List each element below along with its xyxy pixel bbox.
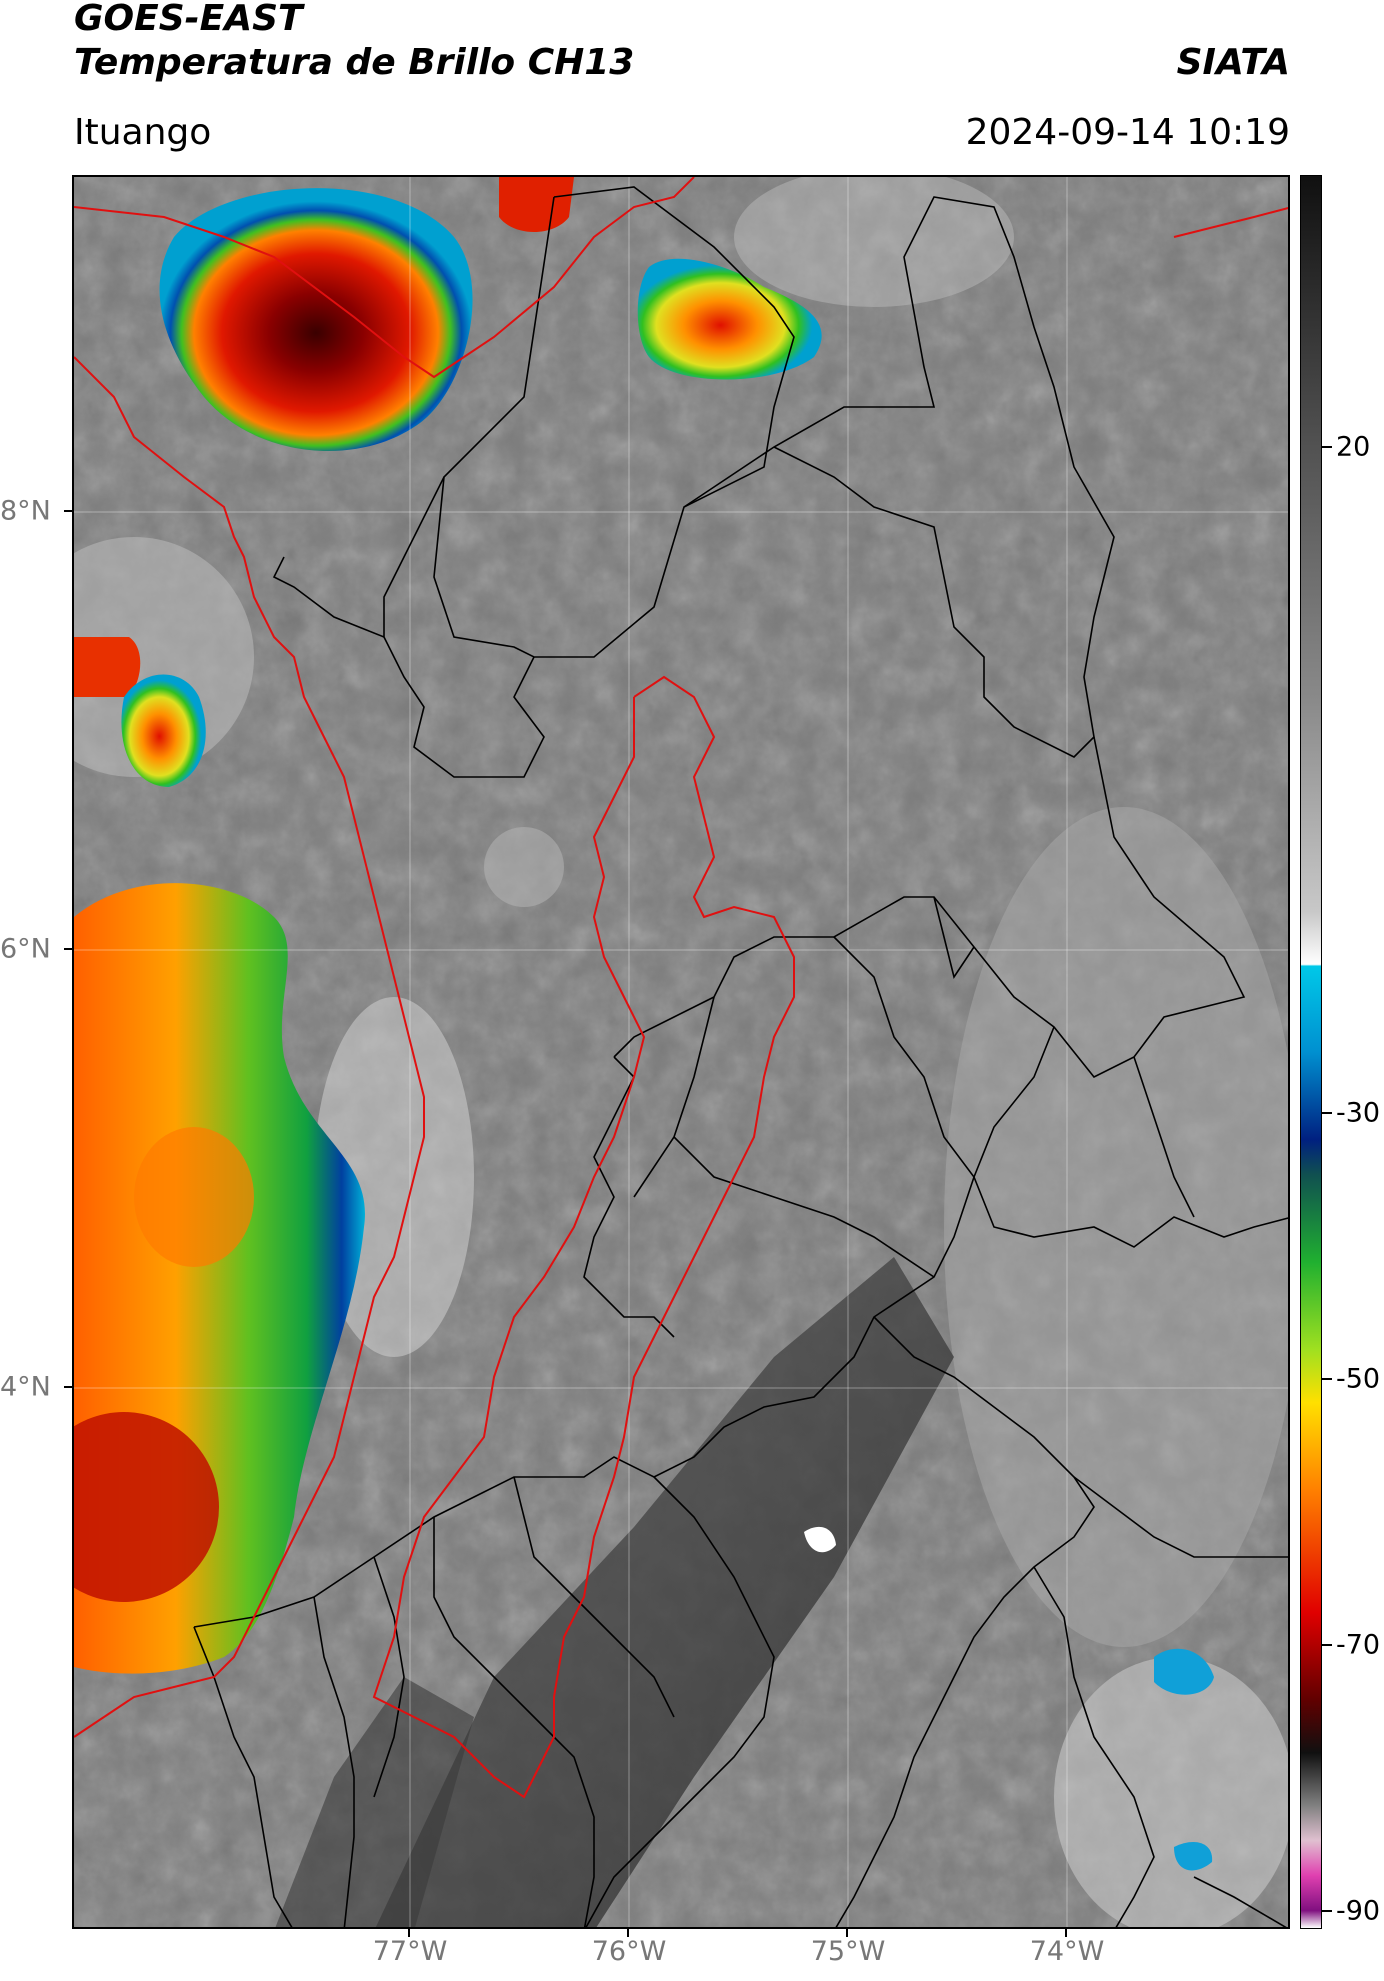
organization-label: SIATA [1176,42,1290,83]
colorbar-label-minus50: -50 [1336,1363,1381,1395]
lon-label-76w: 76°W [591,1936,667,1967]
temperature-colorbar [1300,175,1322,1929]
lat-label-6n: 6°N [0,933,51,965]
colorbar-tick [1322,1910,1332,1912]
colorbar-label-20: 20 [1336,431,1371,463]
lon-label-74w: 74°W [1029,1936,1105,1967]
lon-tick [627,1929,629,1937]
storm-cell-west [121,674,206,787]
colorbar-tick [1322,1378,1332,1380]
datetime-label: 2024-09-14 10:19 [965,112,1290,153]
lon-tick [1065,1929,1067,1937]
colorbar-tick [1322,446,1332,448]
graticule [74,177,1288,1927]
lat-tick [64,510,72,512]
colorbar-tick [1322,1112,1332,1114]
title-goes-east: GOES-EAST [74,0,303,39]
satellite-map[interactable] [72,175,1290,1929]
cold-valley [375,1257,954,1927]
lon-label-75w: 75°W [810,1936,886,1967]
highlighted-boundaries [74,177,1288,1799]
storm-cell-northwest [159,188,473,451]
colorbar-label-minus70: -70 [1336,1629,1381,1661]
colorbar-tick [1322,1644,1332,1646]
colorbar-label-minus90: -90 [1336,1895,1381,1927]
title-product: Temperatura de Brillo CH13 [74,42,635,83]
map-canvas [74,177,1288,1927]
lon-label-77w: 77°W [372,1936,448,1967]
lat-tick [64,1386,72,1388]
lon-tick [408,1929,410,1937]
storm-cell-top [499,177,574,232]
region-label: Ituango [74,112,212,153]
storm-cell-north [637,258,822,380]
lon-tick [846,1929,848,1937]
department-boundaries [193,186,1288,1927]
lat-label-8n: 8°N [0,495,51,527]
colorbar-label-minus30: -30 [1336,1097,1381,1129]
lat-tick [64,948,72,950]
lat-label-4n: 4°N [0,1371,51,1403]
